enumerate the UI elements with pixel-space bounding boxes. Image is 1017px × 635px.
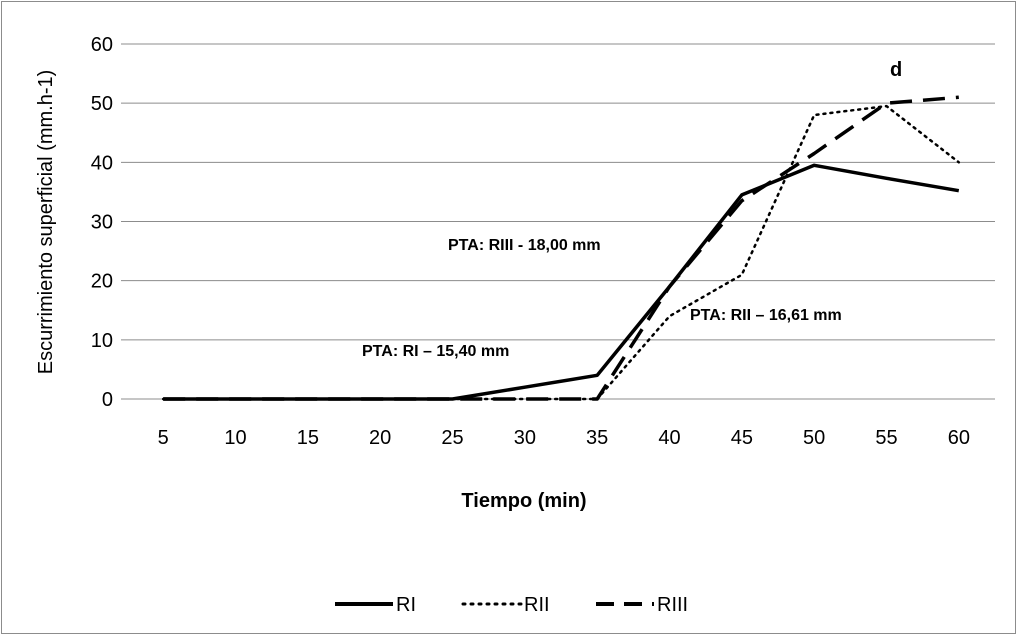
y-tick-label: 0 xyxy=(102,389,113,411)
x-tick-label: 50 xyxy=(803,427,825,449)
legend-label-ri: RI xyxy=(396,594,416,616)
x-tick-label: 25 xyxy=(441,427,463,449)
series-lines xyxy=(161,95,961,401)
x-tick-label: 30 xyxy=(514,427,536,449)
annotation-ri: PTA: RI – 15,40 mm xyxy=(362,343,509,360)
x-tick-label: 40 xyxy=(658,427,680,449)
y-tick-labels: 0 10 20 30 40 50 60 xyxy=(91,34,113,411)
annotation-rii: PTA: RII – 16,61 mm xyxy=(690,307,842,324)
x-tick-labels: 5 10 15 20 25 30 35 40 45 50 55 60 xyxy=(158,427,970,449)
x-tick-label: 5 xyxy=(158,427,169,449)
legend-label-rii: RII xyxy=(524,594,550,616)
y-tick-label: 40 xyxy=(91,152,113,174)
annotation-riii: PTA: RIII - 18,00 mm xyxy=(448,237,601,254)
y-tick-label: 30 xyxy=(91,212,113,234)
gridlines xyxy=(121,43,995,400)
x-tick-label: 60 xyxy=(948,427,970,449)
legend-label-riii: RIII xyxy=(657,594,688,616)
panel-label-d: d xyxy=(890,59,902,81)
x-tick-label: 45 xyxy=(731,427,753,449)
y-tick-label: 50 xyxy=(91,93,113,115)
series-line-riii xyxy=(163,95,959,401)
legend: RI RII RIII xyxy=(335,594,688,616)
x-tick-label: 35 xyxy=(586,427,608,449)
series-line-ri xyxy=(163,163,960,401)
y-tick-label: 10 xyxy=(91,330,113,352)
y-tick-label: 60 xyxy=(91,34,113,56)
x-axis-title: Tiempo (min) xyxy=(461,490,586,512)
x-tick-label: 10 xyxy=(224,427,246,449)
y-axis-title: Escurrimiento superficial (mm.h-1) xyxy=(35,70,57,375)
x-tick-label: 20 xyxy=(369,427,391,449)
x-tick-label: 15 xyxy=(297,427,319,449)
x-tick-label: 55 xyxy=(875,427,897,449)
y-tick-label: 20 xyxy=(91,271,113,293)
